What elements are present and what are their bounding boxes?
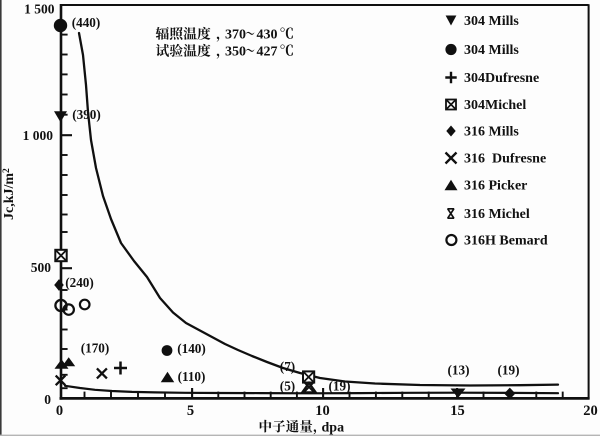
svg-text:(170): (170) [81,341,110,356]
svg-text:1 500: 1 500 [24,1,55,16]
svg-text:304Michel: 304Michel [464,98,526,113]
svg-text:370: 370 [225,28,246,43]
svg-text:(7): (7) [280,359,295,374]
svg-text:(19): (19) [498,362,520,377]
svg-text:0: 0 [44,392,51,407]
svg-text:15: 15 [450,403,465,419]
svg-text:dpa: dpa [322,420,345,435]
svg-text:0: 0 [56,403,63,419]
svg-text:316 Dufresne: 316 Dufresne [464,152,546,167]
svg-text:(5): (5) [280,379,295,394]
svg-text:350: 350 [225,45,246,60]
svg-text:1 000: 1 000 [23,128,54,143]
svg-text:316H Bemard: 316H Bemard [464,234,548,249]
svg-text:304 Mills: 304 Mills [464,43,519,58]
svg-text:20: 20 [583,403,598,419]
svg-text:(13): (13) [448,362,470,377]
svg-text:316 Picker: 316 Picker [464,179,527,194]
svg-text:(440): (440) [72,15,101,30]
svg-text:500: 500 [31,260,52,275]
svg-text:304Dufresne: 304Dufresne [464,71,539,86]
svg-text:304 Mills: 304 Mills [464,14,519,29]
svg-text:5: 5 [187,403,194,419]
svg-text:10: 10 [315,403,330,419]
svg-text:316 Michel: 316 Michel [464,207,530,222]
svg-text:(240): (240) [65,275,94,290]
svg-text:430: 430 [257,28,278,43]
svg-text:(390): (390) [72,107,101,122]
svg-text:(140): (140) [177,341,206,356]
svg-text:(19): (19) [329,379,351,394]
svg-text:427: 427 [257,45,278,60]
svg-text:316 Mills: 316 Mills [464,125,519,140]
svg-text:Jc,kJ/m2: Jc,kJ/m2 [2,168,17,220]
svg-text:(110): (110) [178,369,206,384]
